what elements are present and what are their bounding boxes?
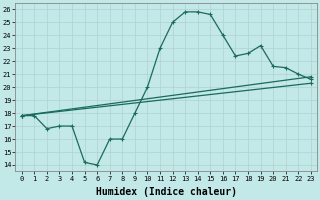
X-axis label: Humidex (Indice chaleur): Humidex (Indice chaleur) [96,187,237,197]
